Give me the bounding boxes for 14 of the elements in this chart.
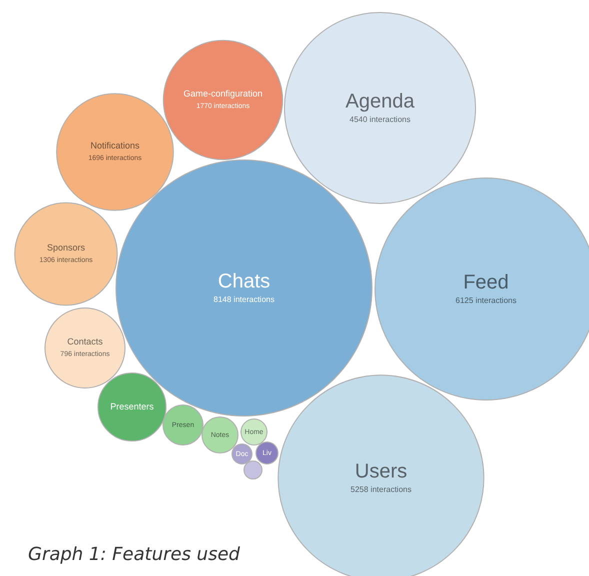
category-label: Feed [463, 272, 509, 294]
category-label: Users [354, 460, 408, 483]
category-label: Presenters [110, 401, 154, 412]
data-label: 5258 interactions [350, 485, 412, 494]
data-label: 4540 interactions [350, 115, 410, 124]
category-label: Notifications [90, 140, 140, 150]
data-label: 6125 interactions [456, 296, 516, 306]
category-label: Chats [218, 270, 270, 293]
data-label: 8148 interactions [214, 295, 274, 304]
category-label: Sponsors [46, 242, 86, 252]
category-label: Agenda [346, 90, 416, 113]
caption: Graph 1: Features used [28, 544, 240, 565]
category-label: Contacts [67, 336, 104, 346]
category-label: Game-configuration [183, 88, 263, 98]
